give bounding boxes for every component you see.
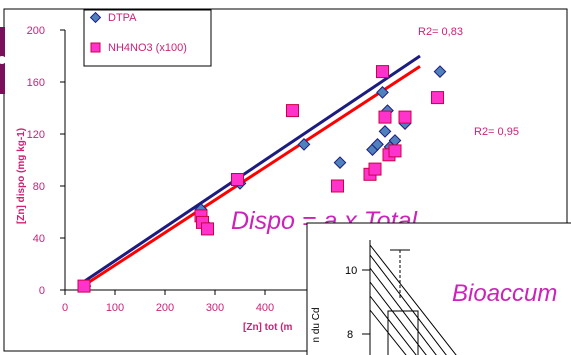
dtpa-point [376, 86, 389, 99]
x-tick-label: 400 [256, 302, 274, 314]
nh4no3-point [331, 179, 344, 193]
x-tick-label: 0 [62, 302, 68, 314]
nh4no3-point [231, 173, 244, 186]
nh4no3-point [368, 162, 382, 176]
x-tick-label: 200 [156, 302, 174, 314]
inset-chart: 10 8 n du Cd Bioaccum [306, 222, 571, 355]
x-tick-label: 300 [206, 302, 224, 314]
x-axis-ticks: 0 100 200 300 400 [62, 290, 274, 314]
y-tick-label: 40 [33, 233, 45, 245]
r2-nh4no3-label: R2= 0,95 [474, 126, 519, 138]
legend-box [83, 9, 212, 67]
legend: DTPA NH4NO3 (x100) [83, 9, 212, 67]
legend-nh4no3-label: NH4NO3 (x100) [108, 42, 187, 54]
x-axis-label: [Zn] tot (m [243, 322, 293, 333]
nh4no3-point [398, 110, 412, 124]
y-tick-label: 80 [33, 181, 45, 193]
dtpa-point [378, 125, 392, 138]
dtpa-point [333, 156, 347, 169]
y-axis-ticks: 0 40 80 120 160 200 [27, 25, 65, 297]
nh4no3-point [376, 65, 389, 79]
inset-tick-label-10: 10 [345, 265, 357, 277]
r2-dtpa-label: R2= 0,83 [418, 26, 463, 38]
trendline-dtpa [84, 54, 421, 283]
dtpa-point [388, 134, 402, 147]
legend-nh4no3-marker [90, 42, 101, 53]
y-tick-label: 120 [27, 129, 45, 141]
y-axis-label: [Zn] dispo (mg kg-1) [16, 128, 27, 224]
y-tick-label: 200 [27, 25, 45, 37]
legend-dtpa-label: DTPA [108, 12, 137, 24]
nh4no3-point [388, 144, 402, 158]
trendline-nh4no3 [84, 65, 421, 287]
nh4no3-point [378, 110, 392, 124]
nh4no3-point [431, 91, 444, 105]
dtpa-point [433, 65, 447, 78]
cropped-logo [0, 27, 6, 94]
x-tick-label: 100 [106, 302, 124, 314]
inset-tick-label-8: 8 [347, 329, 353, 341]
legend-dtpa-marker [89, 11, 102, 24]
inset-y-axis-label: n du Cd [311, 307, 322, 342]
dtpa-point [371, 138, 384, 151]
y-tick-label: 160 [27, 77, 45, 89]
trend-lines [84, 54, 421, 287]
dtpa-point [297, 138, 311, 151]
y-tick-label: 0 [39, 285, 45, 297]
inset-title: Bioaccum [452, 280, 557, 307]
nh4no3-point [201, 222, 214, 236]
series-nh4no3-markers [77, 65, 444, 293]
nh4no3-point [77, 279, 91, 293]
inset-lines [369, 244, 457, 355]
nh4no3-point [286, 104, 299, 118]
